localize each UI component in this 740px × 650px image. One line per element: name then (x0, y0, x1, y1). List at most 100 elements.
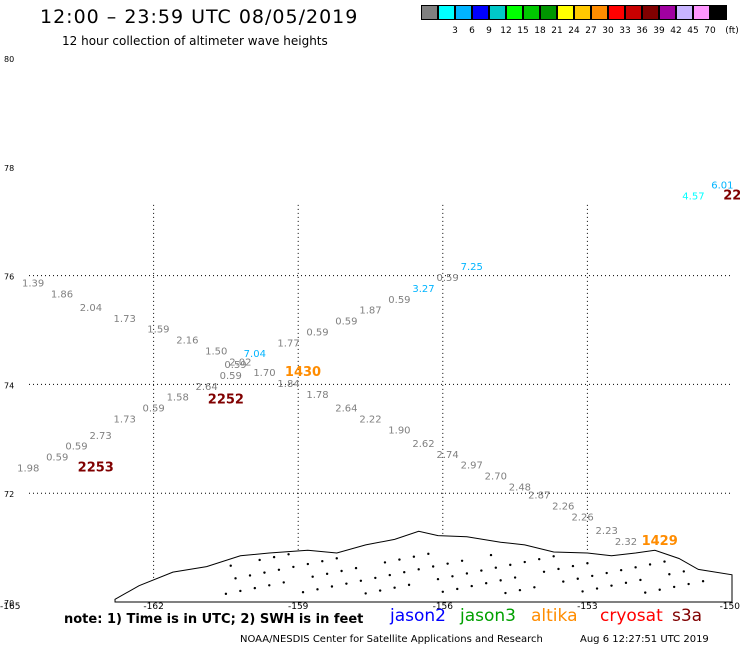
lake-dot (682, 570, 685, 573)
lake-dot (412, 555, 416, 558)
lat-label: 72 (4, 490, 14, 499)
lake-dot (436, 577, 440, 581)
coastline (114, 530, 733, 603)
timestamp: Aug 6 12:27:51 UTC 2019 (580, 634, 709, 645)
scale-label: 24 (568, 26, 580, 36)
wave-height-label: 2.23 (596, 526, 618, 537)
lake-dot (581, 590, 584, 593)
lon-label: -156 (433, 602, 454, 612)
lon-label: -150 (720, 602, 740, 612)
lat-label: 80 (4, 55, 14, 64)
lake-dot (321, 560, 324, 563)
lake-dot (325, 572, 329, 576)
wave-height-label: 7.04 (244, 349, 266, 360)
lake-dot (591, 574, 594, 578)
pass-time-label: 2253 (78, 460, 114, 475)
lake-dot (253, 586, 257, 590)
lake-dot (388, 573, 391, 577)
scale-swatch (455, 5, 472, 20)
scale-label: 36 (636, 26, 648, 36)
scale-swatch (472, 5, 489, 20)
lake-dot (340, 569, 343, 573)
scale-label: 9 (486, 26, 492, 36)
lake-dot (644, 591, 647, 594)
lon-label: -153 (577, 602, 597, 612)
lake-dot (571, 564, 575, 568)
lake-dot (354, 566, 358, 570)
lake-dot (687, 582, 690, 586)
lake-dot (431, 565, 435, 568)
wave-height-label: 1.50 (205, 346, 227, 357)
scale-label: 39 (653, 26, 665, 36)
wave-height-label: 0.59 (388, 295, 410, 306)
lake-dot (330, 585, 334, 588)
scale-swatch (659, 5, 676, 20)
wave-height-label: 3.27 (412, 284, 434, 295)
scale-swatch (642, 5, 659, 20)
pass-time-label: 1430 (285, 365, 321, 380)
satellite-jason3: jason3 (460, 606, 516, 626)
lake-dot (263, 571, 266, 574)
scale-label: 70 (704, 26, 716, 36)
credit-line: NOAA/NESDIS Center for Satellite Applica… (240, 634, 543, 645)
lon-label: -162 (143, 602, 163, 612)
lake-dot (248, 574, 252, 577)
scale-label: 42 (670, 26, 682, 36)
scale-swatch (506, 5, 523, 20)
scale-swatch (489, 5, 506, 20)
scale-swatch (540, 5, 557, 20)
lake-dot (658, 588, 661, 591)
lake-dot (595, 587, 599, 590)
lake-dot (610, 584, 613, 587)
wave-height-label: 2.64 (335, 404, 357, 415)
scale-label: 12 (500, 26, 512, 36)
wave-height-label: 1.59 (147, 325, 169, 336)
scale-swatch (438, 5, 455, 20)
lake-dot (499, 579, 502, 582)
lake-dot (557, 567, 560, 571)
lake-dot (393, 586, 396, 589)
lake-dot (407, 583, 411, 587)
lake-dot (383, 561, 387, 564)
wave-height-label: 0.59 (220, 371, 242, 382)
lake-dot (576, 577, 579, 580)
lake-dot (451, 575, 454, 578)
scale-label: 27 (585, 26, 597, 36)
lat-label: 78 (4, 164, 14, 173)
lake-dot (542, 570, 546, 574)
wave-height-label: 2.48 (509, 482, 531, 493)
lake-dot (465, 572, 469, 575)
wave-height-label: 1.86 (51, 289, 73, 300)
lat-label: 70 (4, 599, 14, 608)
scale-label: 21 (551, 26, 563, 36)
lake-dot (484, 582, 488, 585)
wave-height-label: 0.59 (306, 327, 328, 338)
wave-height-label: 1.73 (114, 414, 136, 425)
lake-dot (292, 565, 295, 569)
lake-dot (441, 590, 444, 593)
lake-dot (504, 591, 507, 595)
lake-dot (470, 584, 473, 588)
lake-dot (668, 573, 671, 576)
footnote: note: 1) Time is in UTC; 2) SWH is in fe… (64, 612, 364, 627)
wave-height-label: 1.98 (17, 463, 39, 474)
scale-label: 15 (517, 26, 529, 36)
lake-dot (364, 592, 367, 595)
wave-height-label: 1.90 (388, 425, 410, 436)
lake-dot (494, 566, 498, 569)
scale-swatch (676, 5, 693, 20)
wave-height-label: 1.39 (22, 278, 44, 289)
lake-dot (446, 562, 449, 565)
lake-dot (518, 588, 522, 592)
scale-swatch (625, 5, 642, 20)
wave-height-label: 1.58 (167, 393, 189, 404)
wave-height-label: 2.64 (195, 382, 217, 393)
scale-swatch (557, 5, 574, 20)
lake-dot (268, 584, 271, 587)
lake-dot (562, 580, 565, 583)
lake-dot (282, 581, 285, 584)
scale-label: 45 (687, 26, 699, 36)
pass-time-label: 225 (723, 188, 740, 203)
lat-label: 76 (4, 273, 14, 282)
